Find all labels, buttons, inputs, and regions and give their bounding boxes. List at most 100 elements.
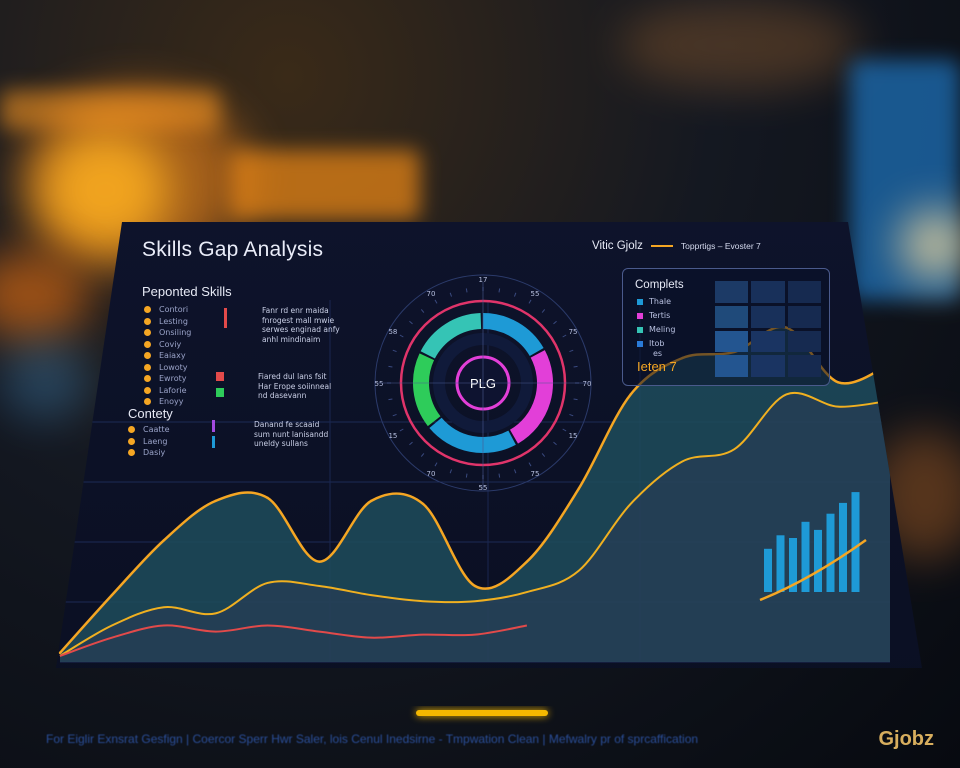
- inset-bar: [789, 538, 797, 592]
- legend-panel-title: Complets: [635, 279, 684, 291]
- inset-bar-chart: [759, 492, 867, 602]
- inset-bar: [801, 521, 810, 592]
- gauge-tick: [388, 398, 393, 401]
- note-marker-2b: [216, 388, 224, 397]
- gauge-tick: [528, 462, 532, 467]
- data-point: [836, 381, 840, 384]
- list-item: Dasiy: [128, 447, 170, 459]
- legend-item: es: [653, 349, 663, 358]
- skills-list: Contori Lesting Onsiling Coviy Eaiaxy Lowoty E…: [144, 304, 191, 408]
- gauge-segment: [509, 350, 553, 444]
- gauge-tick: [409, 441, 413, 446]
- gauge-tick: [434, 462, 438, 467]
- list-item: Lowoty: [144, 362, 191, 374]
- gauge-segment: [482, 313, 544, 357]
- legend-panel-footer: Ieten 7: [637, 359, 677, 374]
- data-point: [266, 496, 269, 500]
- note-marker-3a: [212, 420, 215, 432]
- bullet-dot: [128, 449, 135, 457]
- gauge-tick-label: 75: [531, 470, 540, 478]
- note-block-3: Danand fe scaaid sum nunt lanisandd uneld…: [254, 420, 329, 448]
- note-block-1: Fanr rd enr maida fnrogest mall mwie serw…: [262, 306, 340, 344]
- data-point: [629, 393, 632, 396]
- data-point: [577, 487, 580, 490]
- gauge-tick: [420, 309, 425, 313]
- bullet-dot: [144, 375, 151, 383]
- gauge-tick: [465, 288, 468, 293]
- legend-swatch: [637, 326, 643, 333]
- gauge-tick: [449, 292, 453, 297]
- data-point: [525, 560, 529, 563]
- note-marker-1: [224, 308, 227, 328]
- data-point: [318, 560, 321, 563]
- list-item: Lesting: [144, 316, 191, 328]
- data-point: [473, 584, 477, 588]
- contety-list: Caatte Laeng Dasiy: [128, 424, 170, 459]
- bullet-dot: [128, 437, 135, 445]
- gauge-tick: [420, 453, 425, 457]
- gauge-tick-label: 15: [388, 432, 397, 440]
- gauge-tick-label: 70: [427, 290, 436, 298]
- gauge-tick: [562, 334, 567, 338]
- top-legend-series: Topprtigs – Evoster 7: [680, 241, 761, 251]
- series-3-line: [59, 624, 528, 657]
- gauge-tick: [573, 398, 578, 401]
- gauge-tick: [541, 453, 546, 457]
- gauge-tick: [392, 349, 397, 353]
- data-point: [162, 539, 165, 542]
- list-item: Eaiaxy: [144, 350, 191, 362]
- legend-swatch: [637, 312, 643, 319]
- series-2-area: [60, 392, 890, 662]
- dashboard-title: Skills Gap Analysis: [142, 238, 324, 261]
- gauge-tick-label: 70: [427, 470, 436, 478]
- gauge-segment: [429, 417, 516, 453]
- top-legend-line: [650, 245, 673, 247]
- inset-trend-line: [759, 538, 867, 602]
- gauge-tick: [392, 413, 397, 417]
- gauge-tick: [573, 365, 578, 368]
- bullet-dot: [144, 329, 151, 337]
- note-marker-2a: [216, 372, 224, 381]
- bullet-dot: [144, 386, 151, 394]
- note-marker-3b: [212, 436, 215, 448]
- legend-swatch: [637, 298, 643, 305]
- section-title-contety: Contety: [128, 406, 173, 421]
- inset-bar: [814, 529, 822, 592]
- bullet-dot: [144, 306, 151, 314]
- gauge-tick-label: 55: [375, 380, 384, 388]
- legend-item: Meling: [637, 325, 675, 334]
- gauge-tick: [553, 441, 557, 446]
- brand-logo: Gjobz: [878, 728, 934, 750]
- list-item: Enoyy: [144, 396, 191, 408]
- list-item: Ewroty: [144, 373, 191, 385]
- gauge-tick: [569, 413, 574, 417]
- gauge-tick: [541, 309, 546, 313]
- note-block-2: Fiared dul lans fsit Har Erope soiinneal …: [258, 372, 332, 400]
- gauge-tick: [513, 292, 517, 297]
- gauge-tick: [409, 320, 413, 325]
- bullet-dot: [144, 340, 151, 348]
- data-point: [421, 502, 425, 506]
- gauge-tick: [528, 299, 532, 304]
- footer-text: For Eiglir Exnsrat Gesfign | Coercor Spe…: [46, 732, 699, 746]
- gauge-tick: [562, 428, 567, 432]
- gauge-tick-label: 17: [479, 276, 488, 284]
- gauge-tick: [434, 299, 438, 304]
- legend-heatmap: [715, 281, 821, 377]
- gauge-tick: [569, 349, 574, 353]
- data-point: [58, 651, 62, 655]
- gauge-outer-ring: [374, 274, 592, 492]
- top-legend: Vitic Gjolz Topprtigs – Evoster 7: [592, 240, 761, 252]
- inset-bar: [776, 535, 785, 592]
- legend-item: Tertis: [637, 311, 670, 320]
- gauge-tick: [388, 365, 393, 368]
- inset-bar: [826, 513, 835, 592]
- gauge-tick-label: 58: [388, 328, 397, 336]
- gauge-tick-label: 70: [583, 380, 592, 388]
- data-point: [110, 593, 114, 597]
- gauge-tick: [498, 473, 501, 478]
- list-item: Onsiling: [144, 327, 191, 339]
- list-item: Contori: [144, 304, 191, 316]
